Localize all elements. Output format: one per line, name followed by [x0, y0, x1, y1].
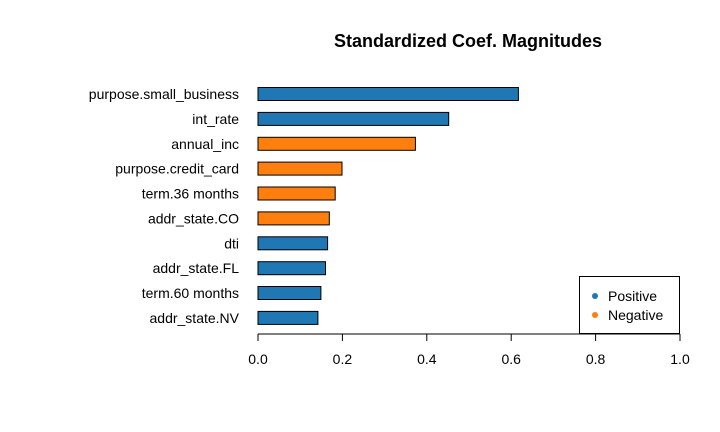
- legend-label-negative: Negative: [608, 307, 663, 323]
- bar-8: [257, 286, 322, 300]
- category-label-2: annual_inc: [171, 136, 239, 152]
- chart-title: Standardized Coef. Magnitudes: [334, 31, 602, 51]
- bars-group: [257, 87, 519, 325]
- category-label-3: purpose.credit_card: [115, 161, 239, 177]
- bar-5: [257, 211, 330, 226]
- x-tick-label-3: 0.6: [501, 351, 521, 367]
- x-tick-label-0: 0.0: [248, 351, 268, 367]
- bar-9: [257, 310, 319, 325]
- category-label-9: addr_state.NV: [150, 310, 240, 326]
- bar-1: [257, 111, 450, 126]
- x-tick-label-4: 0.8: [586, 351, 606, 367]
- bar-6: [257, 236, 329, 251]
- category-label-4: term.36 months: [142, 186, 239, 202]
- bar-4: [257, 186, 336, 201]
- legend-marker-negative: [592, 312, 598, 318]
- category-label-8: term.60 months: [142, 285, 239, 301]
- bar-7: [257, 261, 326, 276]
- legend-box: [579, 276, 680, 334]
- x-tick-label-5: 1.0: [670, 351, 690, 367]
- legend-label-positive: Positive: [608, 288, 657, 304]
- x-axis: 0.0 0.2 0.4 0.6 0.8 1.0: [248, 333, 690, 367]
- category-label-6: dti: [224, 235, 239, 251]
- category-label-7: addr_state.FL: [153, 260, 240, 276]
- x-tick-label-2: 0.4: [417, 351, 437, 367]
- category-label-0: purpose.small_business: [89, 86, 239, 102]
- category-label-5: addr_state.CO: [148, 210, 239, 226]
- category-labels-group: purpose.small_business int_rate annual_inc…: [89, 86, 240, 326]
- bar-2: [257, 136, 416, 151]
- category-label-1: int_rate: [192, 111, 239, 127]
- legend-marker-positive: [592, 293, 598, 299]
- legend: Positive Negative: [579, 276, 680, 334]
- bar-3: [257, 161, 343, 176]
- x-tick-label-1: 0.2: [333, 351, 353, 367]
- bar-0: [257, 87, 519, 101]
